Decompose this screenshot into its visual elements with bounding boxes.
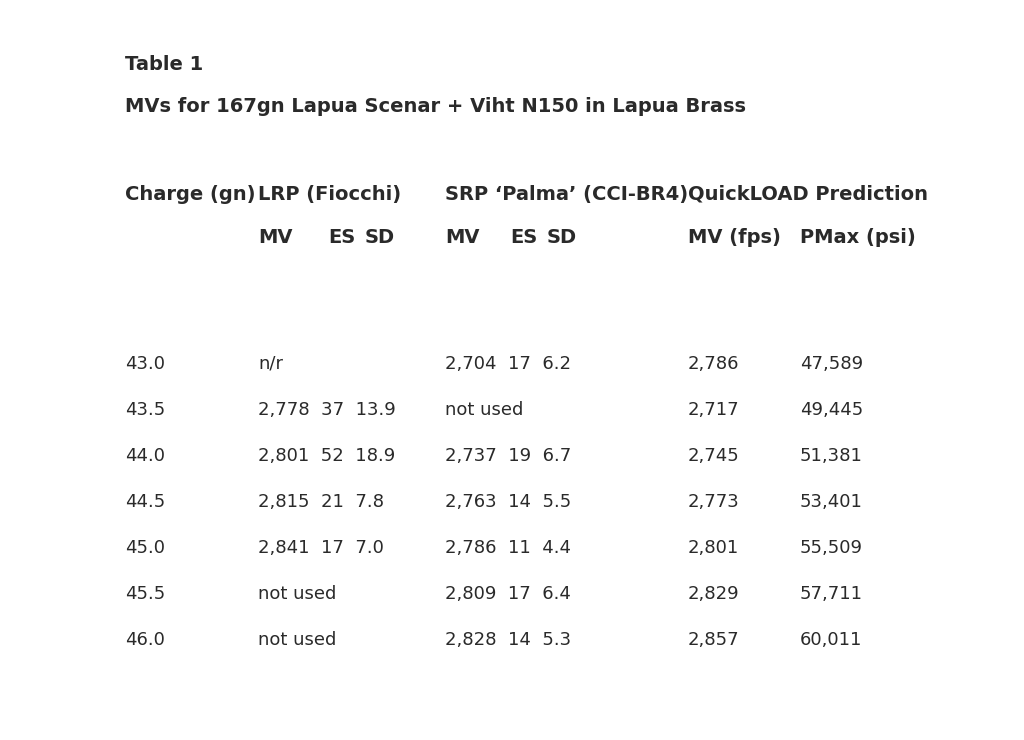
Text: MV (fps): MV (fps) [688,228,781,247]
Text: 46.0: 46.0 [125,631,165,649]
Text: 57,711: 57,711 [800,585,863,603]
Text: 2,801: 2,801 [688,539,739,557]
Text: Table 1: Table 1 [125,55,203,74]
Text: 44.5: 44.5 [125,493,165,511]
Text: 2,737  19  6.7: 2,737 19 6.7 [445,447,571,465]
Text: 2,778  37  13.9: 2,778 37 13.9 [258,401,395,419]
Text: 44.0: 44.0 [125,447,165,465]
Text: ES: ES [328,228,355,247]
Text: 45.5: 45.5 [125,585,165,603]
Text: 51,381: 51,381 [800,447,863,465]
Text: PMax (psi): PMax (psi) [800,228,915,247]
Text: 2,786: 2,786 [688,355,739,373]
Text: Charge (gn): Charge (gn) [125,185,256,204]
Text: not used: not used [445,401,523,419]
Text: MVs for 167gn Lapua Scenar + Viht N150 in Lapua Brass: MVs for 167gn Lapua Scenar + Viht N150 i… [125,97,746,116]
Text: 47,589: 47,589 [800,355,863,373]
Text: 2,801  52  18.9: 2,801 52 18.9 [258,447,395,465]
Text: LRP (Fiocchi): LRP (Fiocchi) [258,185,401,204]
Text: 60,011: 60,011 [800,631,862,649]
Text: 49,445: 49,445 [800,401,863,419]
Text: 45.0: 45.0 [125,539,165,557]
Text: not used: not used [258,631,336,649]
Text: 2,704  17  6.2: 2,704 17 6.2 [445,355,571,373]
Text: 2,841  17  7.0: 2,841 17 7.0 [258,539,384,557]
Text: 2,717: 2,717 [688,401,739,419]
Text: 2,809  17  6.4: 2,809 17 6.4 [445,585,570,603]
Text: MV: MV [445,228,479,247]
Text: 2,815  21  7.8: 2,815 21 7.8 [258,493,384,511]
Text: MV: MV [258,228,293,247]
Text: 2,763  14  5.5: 2,763 14 5.5 [445,493,571,511]
Text: SD: SD [547,228,578,247]
Text: SRP ‘Palma’ (CCI-BR4): SRP ‘Palma’ (CCI-BR4) [445,185,688,204]
Text: ES: ES [510,228,538,247]
Text: n/r: n/r [258,355,283,373]
Text: 2,829: 2,829 [688,585,739,603]
Text: 55,509: 55,509 [800,539,863,557]
Text: not used: not used [258,585,336,603]
Text: 2,857: 2,857 [688,631,739,649]
Text: 53,401: 53,401 [800,493,863,511]
Text: SD: SD [365,228,395,247]
Text: 43.0: 43.0 [125,355,165,373]
Text: QuickLOAD Prediction: QuickLOAD Prediction [688,185,928,204]
Text: 2,745: 2,745 [688,447,739,465]
Text: 2,828  14  5.3: 2,828 14 5.3 [445,631,571,649]
Text: 2,786  11  4.4: 2,786 11 4.4 [445,539,571,557]
Text: 2,773: 2,773 [688,493,739,511]
Text: 43.5: 43.5 [125,401,165,419]
